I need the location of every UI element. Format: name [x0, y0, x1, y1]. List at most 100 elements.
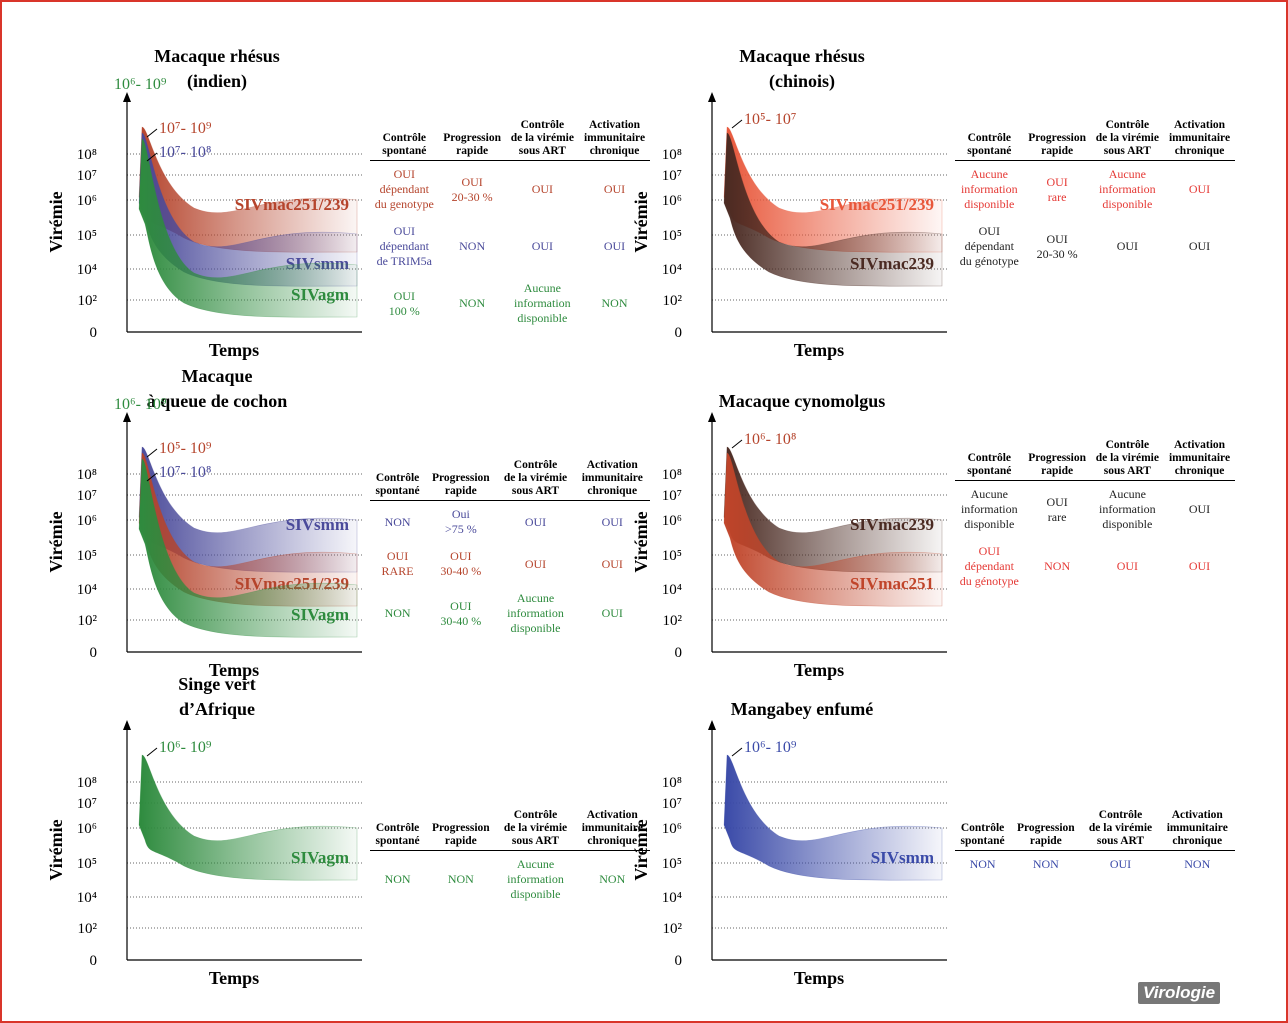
peak-label: 10⁵- 10⁷	[744, 111, 796, 128]
table-cell: NON	[384, 606, 411, 620]
table-cell: NON	[447, 872, 474, 886]
series-label: SIVagm	[291, 285, 349, 304]
y-axis-arrow	[123, 412, 131, 422]
info-table: Contrôle spontané Progression rapide Contr…	[370, 807, 650, 908]
column-header: Activation immunitaire chronique	[574, 457, 650, 501]
y-axis-label: Virémie	[631, 511, 651, 572]
table-row: OUI dépendant du genotype OUI 20-30 % OUI O…	[370, 161, 650, 219]
peak-label: 10⁶- 10⁹	[114, 76, 167, 93]
table-cell: NON	[1044, 559, 1071, 573]
x-axis-label: Temps	[794, 340, 844, 360]
table-cell: OUI dépendant du génotype	[959, 544, 1019, 588]
column-header: Contrôle spontané	[955, 807, 1011, 851]
y-axis-label: Virémie	[631, 819, 651, 880]
y-tick-label: 10⁷	[662, 796, 682, 812]
column-header: Contrôle spontané	[370, 807, 426, 851]
y-tick-label: 10⁵	[77, 856, 97, 872]
info-table: Contrôle spontané Progression rapide Contr…	[370, 457, 650, 642]
table-cell: OUI	[531, 239, 554, 253]
peak-arrow	[146, 472, 158, 482]
y-tick-label: 10⁴	[77, 890, 97, 906]
y-tick-label: 10⁴	[77, 582, 97, 598]
y-tick-label: 10²	[78, 293, 98, 309]
table-cell: OUI dépendant du genotype	[374, 167, 434, 211]
series-label: SIVsmm	[286, 515, 349, 534]
peak-arrow	[146, 128, 158, 138]
series-label: SIVsmm	[871, 848, 934, 867]
table-cell: Aucune information disponible	[1099, 487, 1156, 531]
table-cell: OUI 30-40 %	[440, 549, 482, 578]
column-header: Progression rapide	[425, 807, 497, 851]
y-tick-label: 10⁴	[662, 262, 682, 278]
table-cell: Aucune information disponible	[1099, 167, 1156, 211]
table-cell: OUI	[524, 556, 547, 571]
peak-arrow	[731, 119, 743, 129]
column-header: Progression rapide	[438, 117, 506, 161]
table-row: NON NON Aucune information disponible NON	[370, 851, 650, 909]
header-row: Contrôle spontané Progression rapide Contr…	[955, 437, 1235, 481]
peak-arrow	[146, 152, 158, 162]
table-cell: OUI 20-30 %	[451, 174, 493, 204]
table-cell: OUI	[1188, 559, 1211, 573]
series-label: SIVagm	[291, 848, 349, 867]
viremia-band	[723, 754, 943, 881]
y-tick-label: 10⁵	[662, 548, 682, 564]
peak-arrow	[146, 747, 158, 757]
y-tick-label: 10⁴	[662, 890, 682, 906]
column-header: Activation immunitaire chronique	[579, 117, 650, 161]
table-cell: Aucune information disponible	[507, 857, 564, 901]
viremia-band	[723, 132, 943, 287]
panel-title: Mangabey enfumé	[730, 699, 874, 719]
y-tick-label: 10²	[78, 613, 98, 629]
panel-title: Macaque rhésus (indien)	[154, 46, 280, 91]
table-cell: OUI RARE	[381, 549, 414, 578]
table-cell: OUI dépendant de TRIM5a	[376, 224, 432, 268]
series-label: SIVmac251	[850, 574, 934, 593]
table-cell: NON	[599, 872, 626, 886]
y-tick-label: 10⁴	[662, 582, 682, 598]
column-header: Contrôle de la virémie sous ART	[1090, 437, 1165, 481]
table-cell: OUI	[601, 556, 623, 571]
table-cell: Aucune information disponible	[514, 281, 571, 325]
info-table: Contrôle spontané Progression rapide Contr…	[955, 117, 1235, 275]
column-header: Contrôle spontané	[370, 117, 439, 161]
y-tick-label: 10²	[663, 921, 683, 937]
header-row: Contrôle spontané Progression rapide Contr…	[955, 807, 1235, 851]
y-tick-label: 10⁵	[77, 548, 97, 564]
y-tick-label: 0	[90, 645, 98, 661]
y-tick-label: 10⁸	[77, 775, 97, 791]
column-header: Contrôle de la virémie sous ART	[1081, 807, 1160, 851]
column-header: Progression rapide	[425, 457, 497, 501]
info-table: Contrôle spontané Progression rapide Contr…	[955, 437, 1235, 595]
table-cell: OUI	[1116, 559, 1139, 573]
peak-label: 10⁷- 10⁹	[159, 120, 212, 137]
column-header: Contrôle de la virémie sous ART	[505, 117, 580, 161]
y-tick-label: 10⁶	[662, 513, 682, 529]
peak-arrow	[146, 448, 158, 458]
y-axis-arrow	[708, 412, 716, 422]
table-cell: OUI dépendant du génotype	[959, 224, 1019, 268]
table-cell: NON	[601, 296, 628, 310]
table-row: NON OUI 30-40 % Aucune information disponi…	[370, 585, 650, 642]
table-cell: OUI rare	[1046, 494, 1068, 524]
column-header: Activation immunitaire chronique	[1164, 437, 1235, 481]
table-cell: NON	[459, 296, 486, 310]
y-tick-label: 0	[90, 325, 98, 341]
column-header: Activation immunitaire chronique	[1164, 117, 1235, 161]
table-cell: OUI 20-30 %	[1036, 231, 1078, 261]
y-tick-label: 0	[90, 953, 98, 969]
panel-title: Macaque cynomolgus	[718, 391, 886, 411]
table-cell: OUI	[1188, 182, 1211, 196]
x-axis-label: Temps	[794, 660, 844, 680]
series-label: SIVagm	[291, 605, 349, 624]
y-tick-label: 10⁶	[662, 821, 682, 837]
series-label: SIVmac239	[850, 515, 934, 534]
peak-label: 10⁷- 10⁸	[159, 464, 211, 481]
y-tick-label: 0	[675, 953, 683, 969]
table-cell: OUI	[531, 182, 554, 196]
viremia-band	[723, 452, 943, 607]
table-cell: NON	[969, 857, 996, 871]
